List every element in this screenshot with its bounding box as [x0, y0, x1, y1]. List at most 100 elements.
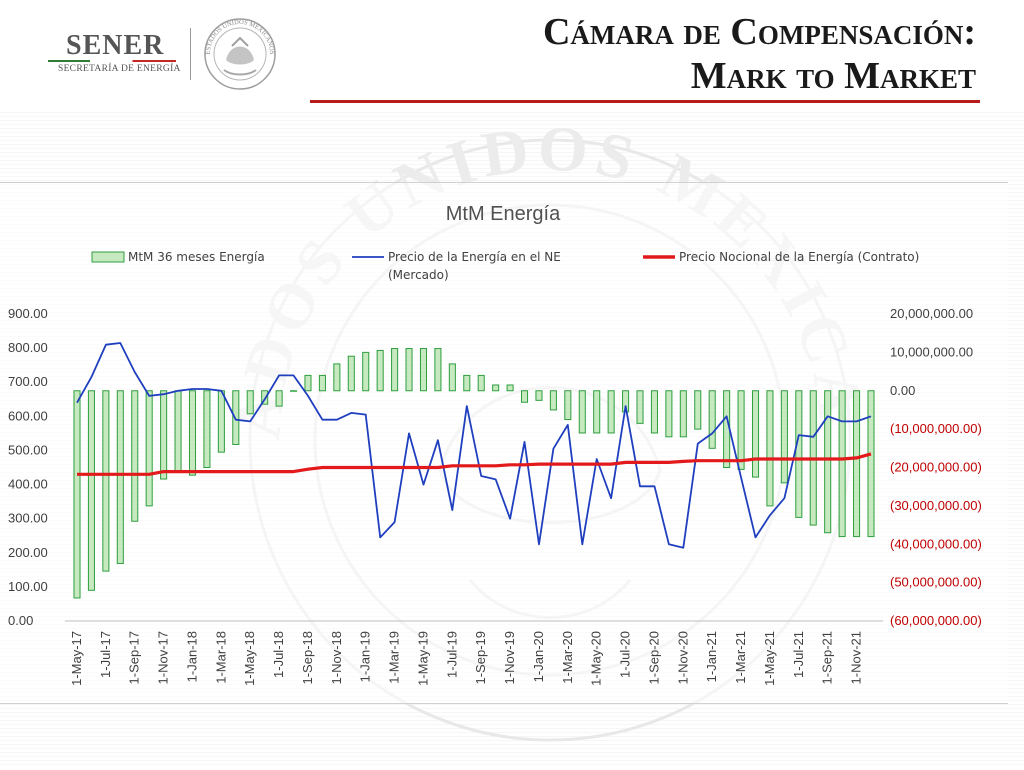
- mtm-bar: [217, 390, 225, 453]
- left-tick-label: 600.00: [8, 408, 48, 423]
- legend-label: Precio Nocional de la Energía (Contrato): [679, 250, 919, 264]
- x-tick-label: 1-Sep-18: [300, 631, 315, 684]
- mtm-bar: [607, 390, 615, 434]
- x-tick-label: 1-Nov-21: [849, 631, 864, 684]
- slide-title: Cámara de Compensación: Mark to Market: [543, 10, 976, 98]
- x-tick-label: 1-Nov-18: [329, 631, 344, 684]
- x-tick-label: 1-Nov-19: [502, 631, 517, 684]
- mtm-bar: [853, 390, 861, 538]
- left-tick-label: 0.00: [8, 613, 33, 628]
- x-tick-label: 1-May-17: [69, 631, 84, 686]
- mtm-bar: [333, 363, 341, 392]
- left-tick-label: 700.00: [8, 374, 48, 389]
- x-tick-label: 1-Mar-20: [560, 631, 575, 684]
- mtm-bar: [694, 390, 702, 430]
- x-tick-label: 1-May-19: [415, 631, 430, 686]
- legend-item: Precio Nocional de la Energía (Contrato): [643, 250, 919, 264]
- mtm-bar: [318, 374, 326, 392]
- sener-logo: SENER SECRETARÍA DE ENERGÍA: [48, 30, 180, 80]
- chart-axes: 0.00 100.00 200.00 300.00 400.00 500.00 600.00…: [8, 306, 982, 686]
- mtm-bar: [376, 349, 384, 392]
- mtm-bar: [347, 355, 355, 392]
- x-tick-label: 1-Jan-21: [704, 631, 719, 682]
- mtm-bar: [102, 390, 110, 572]
- chart-legend: MtM 36 meses Energía Precio de la Energía…: [91, 250, 919, 282]
- legend-item: Precio de la Energía en el NE (Mercado): [352, 250, 561, 282]
- mtm-bar: [131, 390, 139, 522]
- right-tick-label: 0.00: [890, 383, 915, 398]
- right-tick-label: (60,000,000.00): [890, 613, 982, 628]
- mtm-bar: [145, 390, 153, 507]
- legend-item: MtM 36 meses Energía: [91, 250, 265, 264]
- left-tick-label: 300.00: [8, 511, 48, 526]
- x-tick-label: 1-Nov-20: [675, 631, 690, 684]
- title-line-1: Cámara de Compensación:: [542, 11, 976, 53]
- left-tick-label: 200.00: [8, 545, 48, 560]
- mtm-bar: [160, 390, 168, 480]
- mtm-bar: [824, 390, 832, 534]
- mtm-bar: [492, 384, 500, 392]
- title-line-2: Mark to Market: [690, 55, 976, 97]
- mtm-bar: [477, 374, 485, 392]
- right-tick-label: 20,000,000.00: [890, 306, 973, 321]
- x-tick-label: 1-Jul-19: [444, 631, 459, 678]
- title-underline: [310, 100, 980, 103]
- mtm-chart: MtM Energía MtM 36 meses Energía Precio d…: [8, 203, 982, 686]
- mtm-bar: [73, 390, 81, 599]
- right-tick-label: (10,000,000.00): [890, 421, 982, 436]
- x-tick-label: 1-May-21: [762, 631, 777, 686]
- mtm-bar: [261, 390, 269, 405]
- mtm-bar: [232, 390, 240, 445]
- mtm-bar: [650, 390, 658, 434]
- mtm-bar: [578, 390, 586, 434]
- x-tick-label: 1-Nov-17: [156, 631, 171, 684]
- x-tick-label: 1-Sep-19: [473, 631, 488, 684]
- left-tick-label: 900.00: [8, 306, 48, 321]
- left-tick-label: 800.00: [8, 340, 48, 355]
- x-tick-label: 1-Mar-19: [387, 631, 402, 684]
- market-price-line: [76, 342, 872, 549]
- x-tick-label: 1-Mar-21: [733, 631, 748, 684]
- mtm-bar: [463, 374, 471, 392]
- logo-divider: [190, 28, 191, 80]
- chart-title: MtM Energía: [446, 203, 561, 225]
- mtm-bar: [434, 348, 442, 392]
- mtm-bar: [708, 390, 716, 449]
- right-tick-label: (20,000,000.00): [890, 460, 982, 475]
- mtm-bar: [780, 390, 788, 484]
- mtm-bar: [174, 390, 182, 472]
- mtm-bar: [87, 390, 95, 591]
- x-tick-label: 1-Jul-18: [271, 631, 286, 678]
- logo-wordmark: SENER: [66, 30, 165, 61]
- contract-price-line: [77, 452, 872, 476]
- mtm-bar: [766, 390, 774, 507]
- right-tick-label: (30,000,000.00): [890, 498, 982, 513]
- logo-rule: [48, 60, 176, 62]
- left-tick-label: 400.00: [8, 477, 48, 492]
- mtm-bar: [751, 390, 760, 478]
- left-tick-label: 100.00: [8, 579, 48, 594]
- legend-swatch-bar: [91, 251, 125, 263]
- mtm-bar: [290, 390, 298, 392]
- mtm-bar: [419, 348, 428, 392]
- x-tick-label: 1-Sep-21: [820, 631, 835, 684]
- x-tick-label: 1-Jul-21: [791, 631, 806, 678]
- mtm-bar: [838, 390, 846, 538]
- x-tick-label: 1-Sep-20: [646, 631, 661, 684]
- left-tick-label: 500.00: [8, 442, 48, 457]
- mtm-bar: [867, 390, 875, 538]
- mtm-bar: [636, 390, 644, 424]
- slide-header: SENER SECRETARÍA DE ENERGÍA ESTADOS UNID…: [0, 0, 1024, 110]
- mtm-bar: [304, 374, 312, 392]
- x-tick-label: 1-May-20: [589, 631, 604, 686]
- x-tick-label: 1-Jan-20: [531, 631, 546, 682]
- mtm-bar: [665, 390, 673, 438]
- x-tick-label: 1-Jan-18: [184, 631, 199, 682]
- right-tick-label: 10,000,000.00: [890, 344, 973, 359]
- mtm-bar: [535, 390, 543, 401]
- right-tick-label: (40,000,000.00): [890, 536, 982, 551]
- x-tick-label: 1-Jan-19: [358, 631, 373, 682]
- x-tick-label: 1-Jul-17: [98, 631, 113, 678]
- mtm-bar: [116, 390, 124, 564]
- x-tick-label: 1-May-18: [242, 631, 257, 686]
